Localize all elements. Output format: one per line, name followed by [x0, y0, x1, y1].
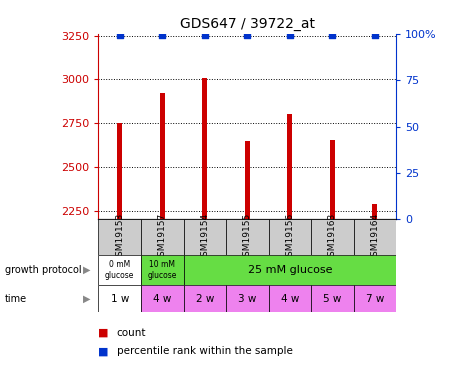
Bar	[184, 219, 226, 255]
Point	[329, 32, 336, 38]
Text: 4 w: 4 w	[153, 294, 171, 304]
Text: count: count	[117, 328, 146, 338]
Text: GSM19153: GSM19153	[115, 213, 124, 262]
Title: GDS647 / 39722_at: GDS647 / 39722_at	[180, 17, 315, 32]
Text: 10 mM
glucose: 10 mM glucose	[147, 261, 177, 280]
Text: 4 w: 4 w	[281, 294, 299, 304]
Text: 25 mM glucose: 25 mM glucose	[248, 265, 332, 275]
Text: ▶: ▶	[83, 265, 91, 275]
Text: GSM19155: GSM19155	[243, 213, 252, 262]
Text: 5 w: 5 w	[323, 294, 342, 304]
Text: 7 w: 7 w	[366, 294, 384, 304]
Bar	[372, 204, 377, 219]
Bar	[311, 285, 354, 312]
Bar	[268, 285, 311, 312]
Text: 1 w: 1 w	[110, 294, 129, 304]
Bar	[245, 141, 250, 219]
Bar	[311, 219, 354, 255]
Bar	[354, 285, 396, 312]
Bar	[141, 219, 184, 255]
Point	[371, 32, 379, 38]
Text: GSM19156: GSM19156	[285, 213, 294, 262]
Bar	[226, 219, 268, 255]
Text: 3 w: 3 w	[238, 294, 256, 304]
Point	[286, 32, 294, 38]
Text: 0 mM
glucose: 0 mM glucose	[105, 261, 134, 280]
Bar	[184, 255, 396, 285]
Point	[244, 32, 251, 38]
Text: GSM19164: GSM19164	[371, 213, 379, 262]
Text: GSM19157: GSM19157	[158, 213, 167, 262]
Text: time: time	[5, 294, 27, 304]
Bar	[330, 140, 335, 219]
Text: growth protocol: growth protocol	[5, 265, 81, 275]
Text: GSM19163: GSM19163	[328, 213, 337, 262]
Text: ▶: ▶	[83, 294, 91, 304]
Bar	[226, 285, 268, 312]
Point	[158, 32, 166, 38]
Bar	[160, 93, 165, 219]
Bar	[117, 123, 122, 219]
Bar	[98, 285, 141, 312]
Bar	[98, 219, 141, 255]
Bar	[268, 219, 311, 255]
Text: percentile rank within the sample: percentile rank within the sample	[117, 346, 293, 356]
Point	[116, 32, 123, 38]
Bar	[354, 219, 396, 255]
Text: 2 w: 2 w	[196, 294, 214, 304]
Bar	[202, 78, 207, 219]
Bar	[184, 285, 226, 312]
Text: ■: ■	[98, 328, 109, 338]
Bar	[141, 255, 184, 285]
Text: GSM19154: GSM19154	[200, 213, 209, 262]
Bar	[287, 114, 292, 219]
Text: ■: ■	[98, 346, 109, 356]
Bar	[98, 255, 141, 285]
Point	[201, 32, 208, 38]
Bar	[141, 285, 184, 312]
